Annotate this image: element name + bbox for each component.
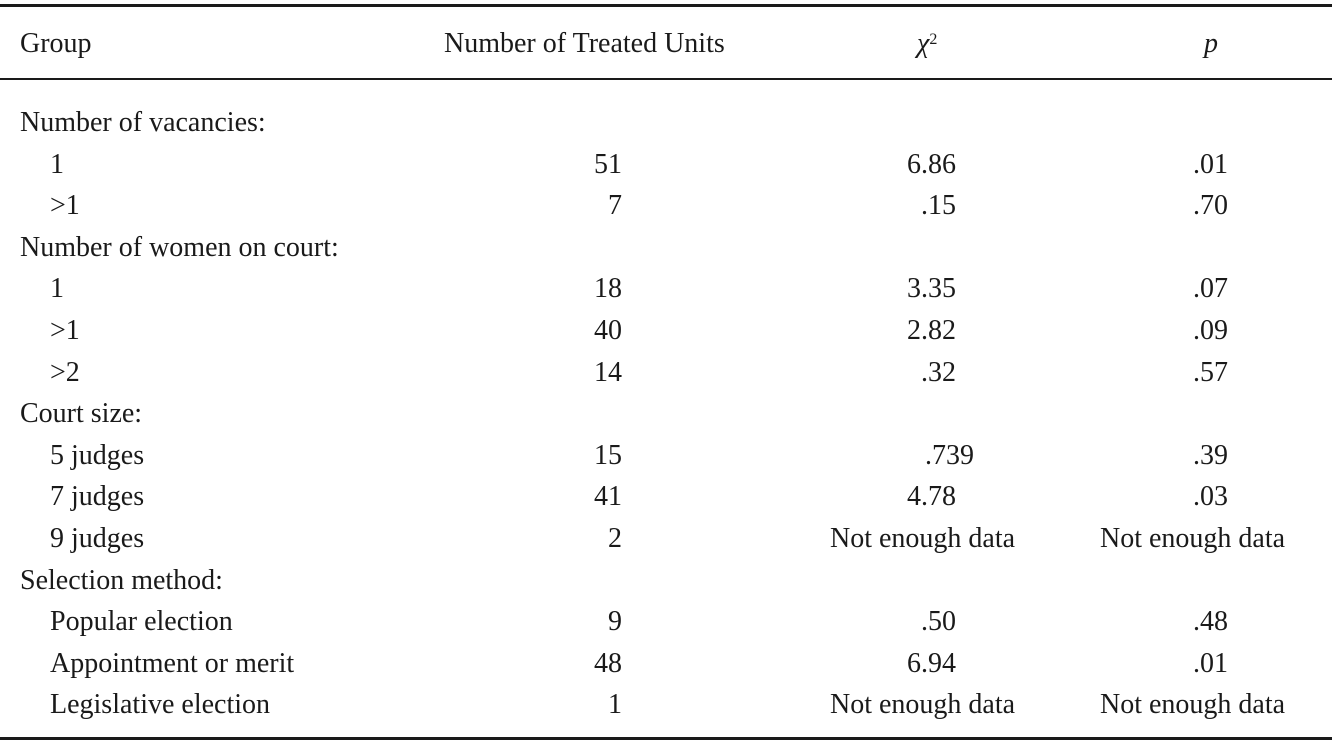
row-p-value: .01 (1193, 148, 1228, 180)
section-title: Number of vacancies: (20, 107, 266, 138)
row-group-label: 7 judges (50, 481, 145, 513)
row-group-label: Appointment or merit (50, 647, 295, 679)
row-chi-square: Not enough data (830, 523, 1016, 554)
row-p-value: .09 (1193, 315, 1228, 346)
row-chi-square: .32 (921, 356, 956, 388)
row-chi-square: 6.86 (907, 148, 956, 180)
row-chi-square: 6.94 (907, 647, 956, 679)
row-treated-units: 51 (594, 148, 622, 180)
row-treated-units: 48 (594, 647, 622, 679)
row-chi-square: 4.78 (907, 481, 956, 513)
row-treated-units: 7 (608, 190, 622, 222)
row-treated-units: 1 (608, 689, 622, 721)
row-chi-square: 3.35 (907, 273, 956, 305)
section-title: Court size: (20, 398, 143, 430)
row-group-label: >1 (50, 190, 80, 222)
row-p-value: .01 (1193, 647, 1228, 679)
chi-symbol: χ (917, 28, 930, 59)
table-top-rule (0, 4, 1332, 7)
header-treated-units: Number of Treated Units (444, 28, 725, 59)
row-treated-units: 18 (594, 273, 622, 305)
row-p-value: .70 (1193, 190, 1228, 222)
row-p-value: .07 (1193, 273, 1228, 305)
row-treated-units: 41 (594, 481, 622, 513)
row-treated-units: 9 (608, 606, 622, 638)
row-group-label: 5 judges (50, 439, 145, 471)
table-header-rule (0, 78, 1332, 80)
row-chi-square: .739 (925, 439, 974, 471)
row-group-label: Legislative election (50, 689, 271, 721)
row-group-label: >2 (50, 356, 80, 388)
row-treated-units: 15 (594, 439, 622, 471)
row-chi-square: .15 (921, 190, 956, 222)
row-chi-square: 2.82 (907, 315, 956, 346)
row-p-value: Not enough data (1100, 689, 1286, 721)
header-chi-square: χ2 (917, 27, 937, 61)
row-chi-square: Not enough data (830, 689, 1016, 721)
row-p-value: .03 (1193, 481, 1228, 513)
row-chi-square: .50 (921, 606, 956, 638)
row-group-label: 1 (50, 273, 64, 305)
row-group-label: 9 judges (50, 523, 145, 554)
table-bottom-rule (0, 737, 1332, 740)
row-p-value: Not enough data (1100, 523, 1286, 554)
row-p-value: .48 (1193, 606, 1228, 638)
row-treated-units: 14 (594, 356, 622, 388)
header-p-value: p (1204, 28, 1218, 59)
row-p-value: .39 (1193, 439, 1228, 471)
chi-superscript: 2 (929, 31, 938, 48)
row-treated-units: 2 (608, 523, 622, 554)
row-p-value: .57 (1193, 356, 1228, 388)
row-treated-units: 40 (594, 315, 622, 346)
section-title: Number of women on court: (20, 231, 339, 263)
row-group-label: >1 (50, 315, 80, 346)
row-group-label: 1 (50, 148, 64, 180)
row-group-label: Popular election (50, 606, 233, 638)
header-group: Group (20, 28, 92, 59)
section-title: Selection method: (20, 564, 223, 596)
